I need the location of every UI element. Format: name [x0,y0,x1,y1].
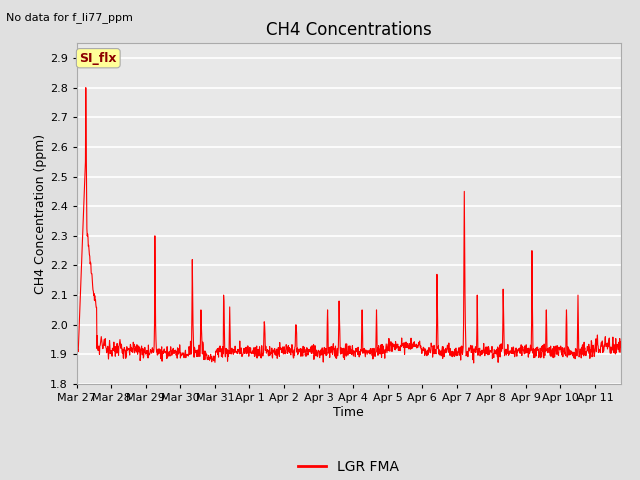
Y-axis label: CH4 Concentration (ppm): CH4 Concentration (ppm) [34,133,47,294]
Text: SI_flx: SI_flx [79,52,117,65]
Legend: LGR FMA: LGR FMA [293,454,405,480]
Text: No data for f_li77_ppm: No data for f_li77_ppm [6,12,133,23]
X-axis label: Time: Time [333,406,364,419]
Title: CH4 Concentrations: CH4 Concentrations [266,21,431,39]
